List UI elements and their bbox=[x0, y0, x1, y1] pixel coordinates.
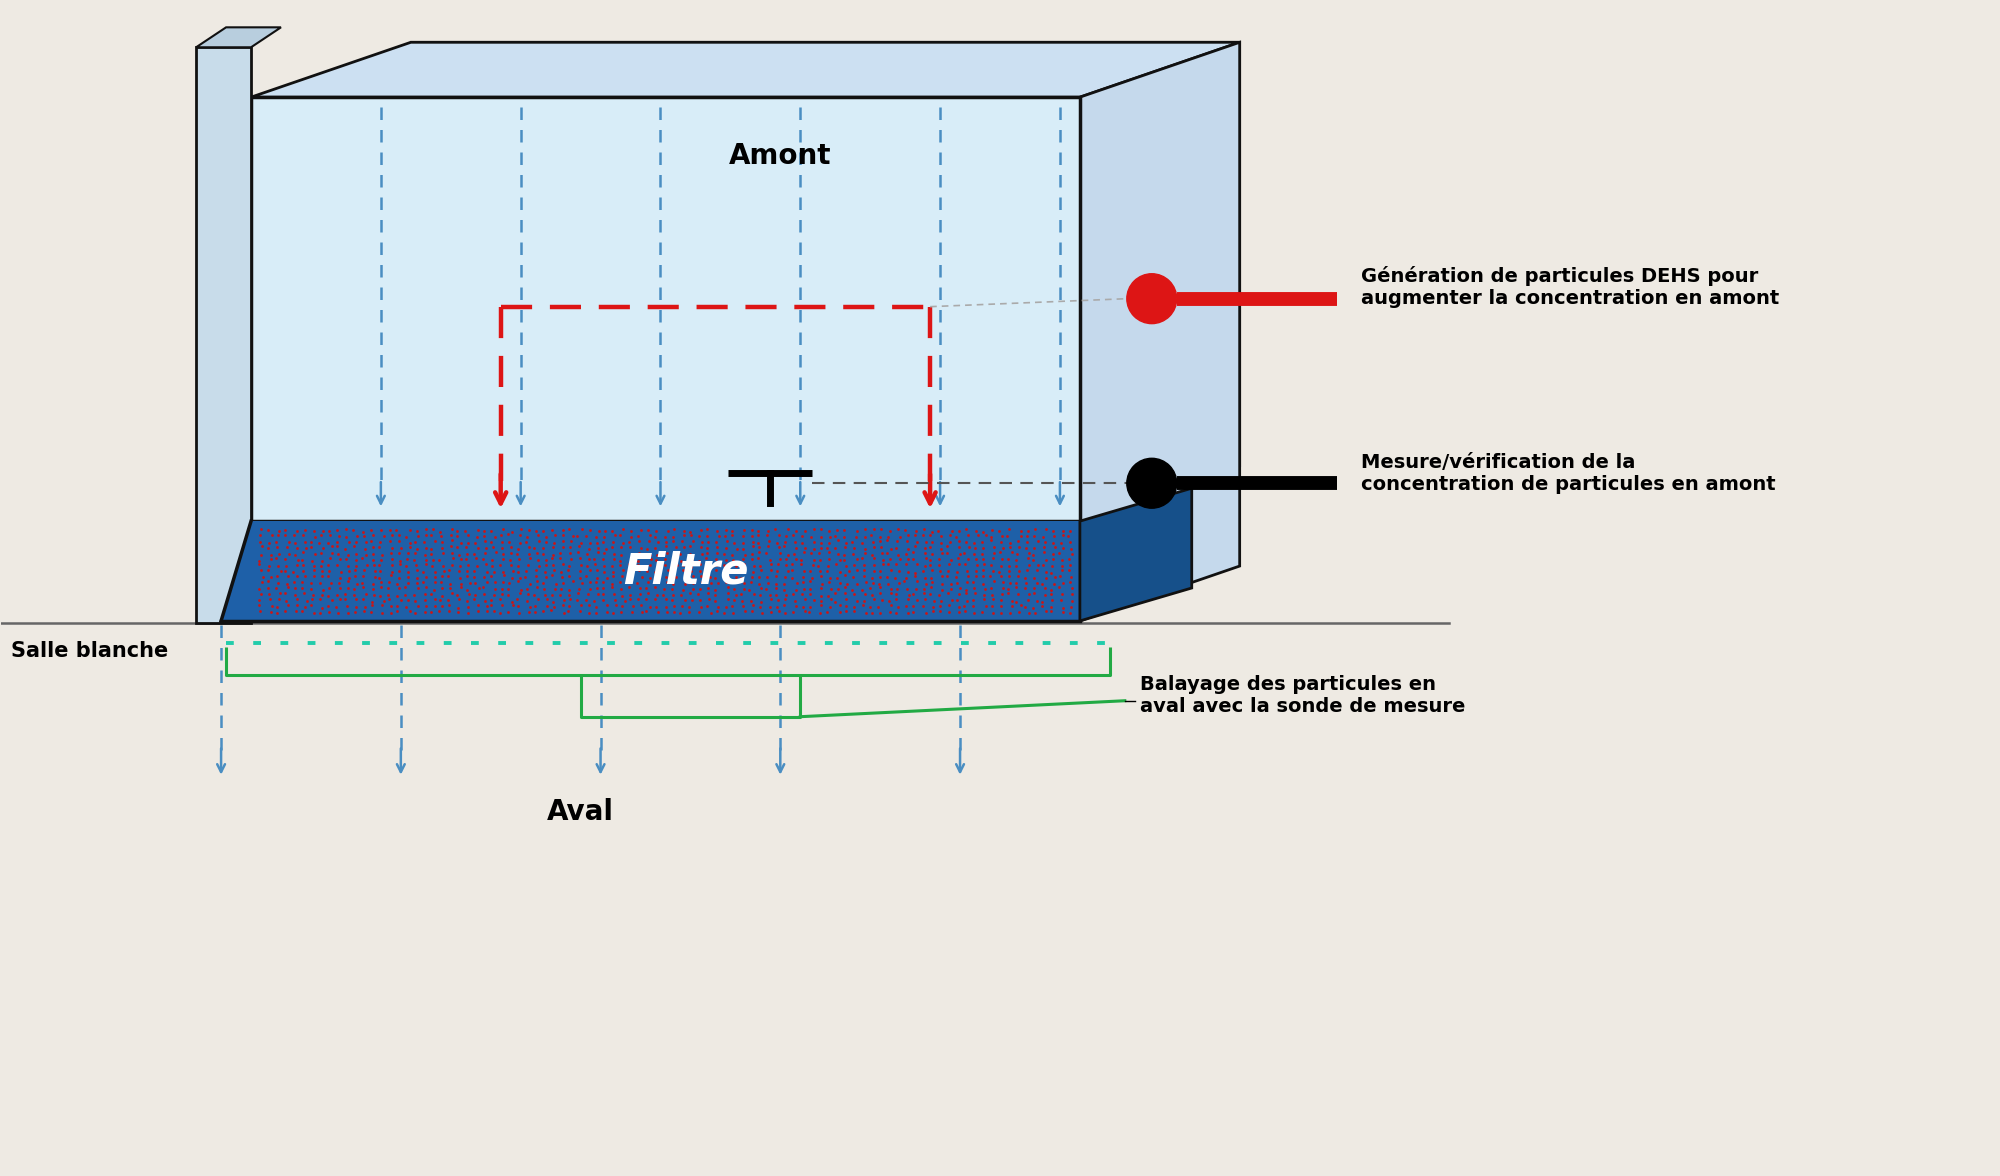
Polygon shape bbox=[1080, 42, 1240, 621]
Text: Génération de particules DEHS pour
augmenter la concentration en amont: Génération de particules DEHS pour augme… bbox=[1362, 266, 1780, 308]
Text: Salle blanche: Salle blanche bbox=[12, 641, 168, 661]
Polygon shape bbox=[196, 27, 280, 47]
Polygon shape bbox=[222, 521, 1080, 621]
Text: Aval: Aval bbox=[548, 797, 614, 826]
Polygon shape bbox=[196, 47, 252, 623]
Circle shape bbox=[1126, 274, 1176, 323]
Text: Filtre: Filtre bbox=[622, 550, 748, 592]
Text: Mesure/vérification de la
concentration de particules en amont: Mesure/vérification de la concentration … bbox=[1362, 453, 1776, 494]
Text: Balayage des particules en
aval avec la sonde de mesure: Balayage des particules en aval avec la … bbox=[1140, 675, 1466, 716]
Circle shape bbox=[1126, 459, 1176, 508]
Polygon shape bbox=[252, 98, 1080, 521]
Text: Amont: Amont bbox=[730, 142, 832, 171]
Polygon shape bbox=[1080, 488, 1192, 621]
Polygon shape bbox=[410, 42, 1240, 467]
Polygon shape bbox=[252, 42, 1240, 98]
